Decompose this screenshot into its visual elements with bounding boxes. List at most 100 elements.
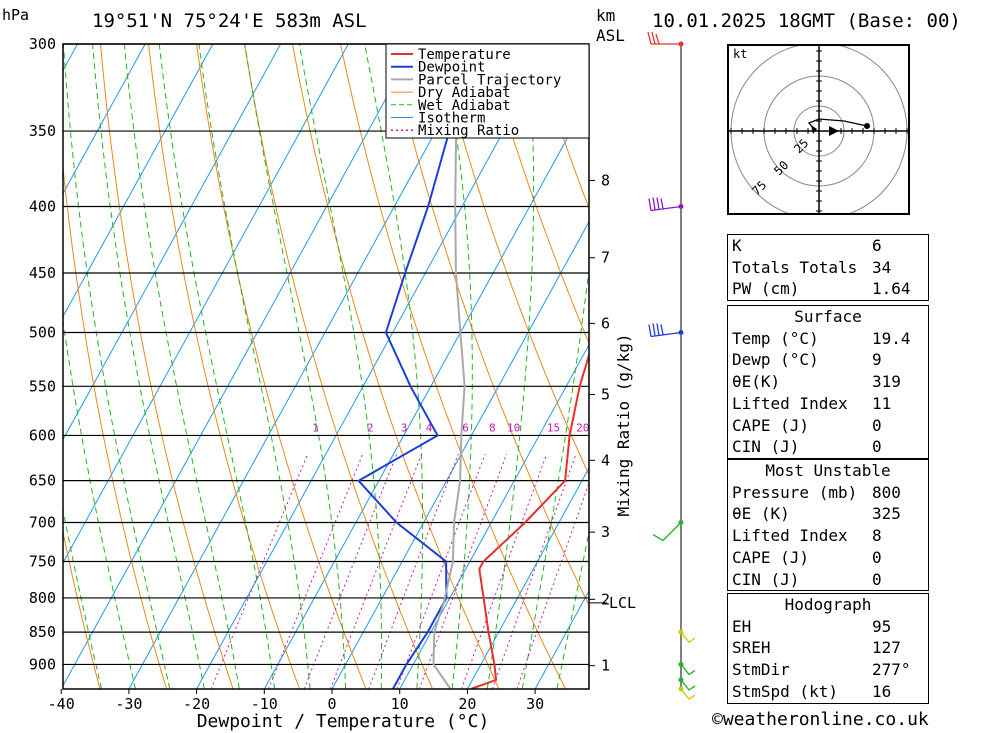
wet-adiabat-line: [63, 318, 136, 689]
isotherm-line: [331, 220, 589, 689]
surface-title: Surface: [794, 307, 862, 326]
km-tick-label: 6: [601, 314, 610, 332]
temperature-line: [470, 351, 589, 689]
hodograph-trace: [807, 118, 868, 130]
legend-label: Temperature: [418, 47, 511, 63]
temp-tick-label: -20: [183, 695, 210, 713]
temp-tick-label: -40: [48, 695, 75, 713]
x-axis-label: Dewpoint / Temperature (°C): [197, 711, 490, 732]
wet-adiabat-line: [198, 44, 311, 689]
index-value: 127: [872, 638, 901, 658]
dry-adiabat-line: [100, 44, 234, 689]
index-label: K: [732, 236, 742, 255]
legend-box: [385, 43, 590, 139]
pressure-tick-label: 400: [29, 197, 56, 215]
temp-tick-label: -30: [115, 695, 142, 713]
mixing-ratio-label: 1: [312, 422, 319, 435]
index-row: CAPE (J) 0: [728, 415, 928, 437]
dry-adiabat-line: [63, 529, 101, 689]
index-label: θE(K): [732, 372, 781, 392]
index-value: 325: [872, 504, 901, 524]
hodograph-title: Hodograph: [784, 595, 872, 614]
wind-barb: [678, 686, 696, 700]
index-label: SREH: [732, 638, 771, 658]
indices-hodograph: Hodograph EH 95 SREH 127 StmDir 277° StmSpd (k…: [727, 593, 929, 704]
asl-unit: ASL: [596, 26, 625, 45]
dry-adiabat-line: [388, 44, 589, 607]
temp-tick-label: -10: [251, 695, 278, 713]
index-value: 0: [872, 569, 882, 589]
pressure-tick-label: 300: [29, 35, 56, 53]
index-row: SREH 127: [728, 637, 928, 659]
index-value: 8: [872, 526, 882, 546]
dry-adiabat-line: [148, 44, 301, 689]
index-label: CIN (J): [732, 437, 800, 457]
mixing-ratio-line: [368, 453, 459, 689]
mixing-ratio-line: [303, 453, 398, 689]
wind-barb: [647, 31, 684, 47]
pressure-tick-label: 350: [29, 122, 56, 140]
dry-adiabat-line: [196, 44, 367, 689]
km-tick-label: 2: [601, 590, 610, 608]
temp-tick-label: 30: [526, 695, 544, 713]
indices-basic: K 6 Totals Totals 34 PW (cm) 1.64: [727, 234, 929, 302]
dry-adiabat-line: [244, 44, 434, 689]
mixing-ratio-line: [268, 453, 364, 689]
km-tick-label: 1: [601, 657, 610, 675]
index-value: 277°: [872, 660, 911, 680]
dry-adiabat-line: [292, 44, 500, 689]
legend-label: Dewpoint: [418, 60, 485, 76]
isotherm-line: [63, 44, 282, 441]
wet-adiabat-line: [92, 44, 205, 689]
mixing-ratio-axis-label: Mixing Ratio (g/kg): [614, 333, 633, 516]
hodograph-ring-label: 75: [749, 178, 769, 198]
most-unstable-title: Most Unstable: [765, 461, 891, 480]
dry-adiabat-line: [63, 163, 168, 689]
hodograph-end-dot: [864, 123, 870, 129]
pressure-tick-label: 850: [29, 623, 56, 641]
index-value: 800: [872, 482, 901, 502]
pressure-tick-label: 550: [29, 377, 56, 395]
index-row: Lifted Index 8: [728, 525, 928, 547]
hodograph-panel: kt 25 50 75: [727, 42, 910, 220]
km-tick-label: 7: [601, 249, 610, 267]
isotherm-line: [63, 44, 214, 318]
mixing-ratio-line: [491, 453, 577, 689]
index-value: 0: [872, 437, 882, 457]
index-label: PW (cm): [732, 279, 800, 299]
index-row: EH 95: [728, 616, 928, 638]
legend-label: Isotherm: [418, 111, 485, 127]
isotherm-line: [399, 343, 589, 689]
datetime-title: 10.01.2025 18GMT (Base: 00): [652, 10, 961, 32]
isotherm-line: [196, 44, 552, 689]
index-value: 34: [872, 257, 892, 277]
pressure-tick-label: 900: [29, 655, 56, 673]
isotherm-line: [0, 44, 10, 689]
wind-barb: [678, 677, 696, 691]
dry-adiabat-line: [917, 44, 1000, 689]
index-value: 16: [872, 681, 892, 701]
wind-barb: [652, 520, 684, 542]
mixing-ratio-label: 3: [401, 422, 408, 435]
index-label: Temp (°C): [732, 328, 819, 348]
temp-tick-label: 10: [391, 695, 409, 713]
mixing-ratio-label: 6: [462, 422, 469, 435]
mean-wind-icon: [811, 125, 817, 134]
legend-label: Parcel Trajectory: [418, 72, 561, 88]
index-label: Lifted Index: [732, 526, 848, 546]
pressure-tick-label: 650: [29, 472, 56, 490]
lcl-label: LCL: [609, 594, 636, 612]
index-row: θE (K) 325: [728, 503, 928, 525]
km-tick-label: 8: [601, 171, 610, 189]
mixing-ratio-label: 4: [426, 422, 433, 435]
mixing-ratio-label: 10: [507, 422, 520, 435]
km-unit: km: [596, 6, 616, 25]
mixing-ratio-line: [329, 453, 423, 689]
isotherm-line: [63, 44, 417, 687]
index-label: Pressure (mb): [732, 482, 858, 502]
temp-tick-label: 20: [458, 695, 476, 713]
parcel-trajectory-line: [432, 44, 466, 689]
index-label: Dewp (°C): [732, 350, 819, 370]
